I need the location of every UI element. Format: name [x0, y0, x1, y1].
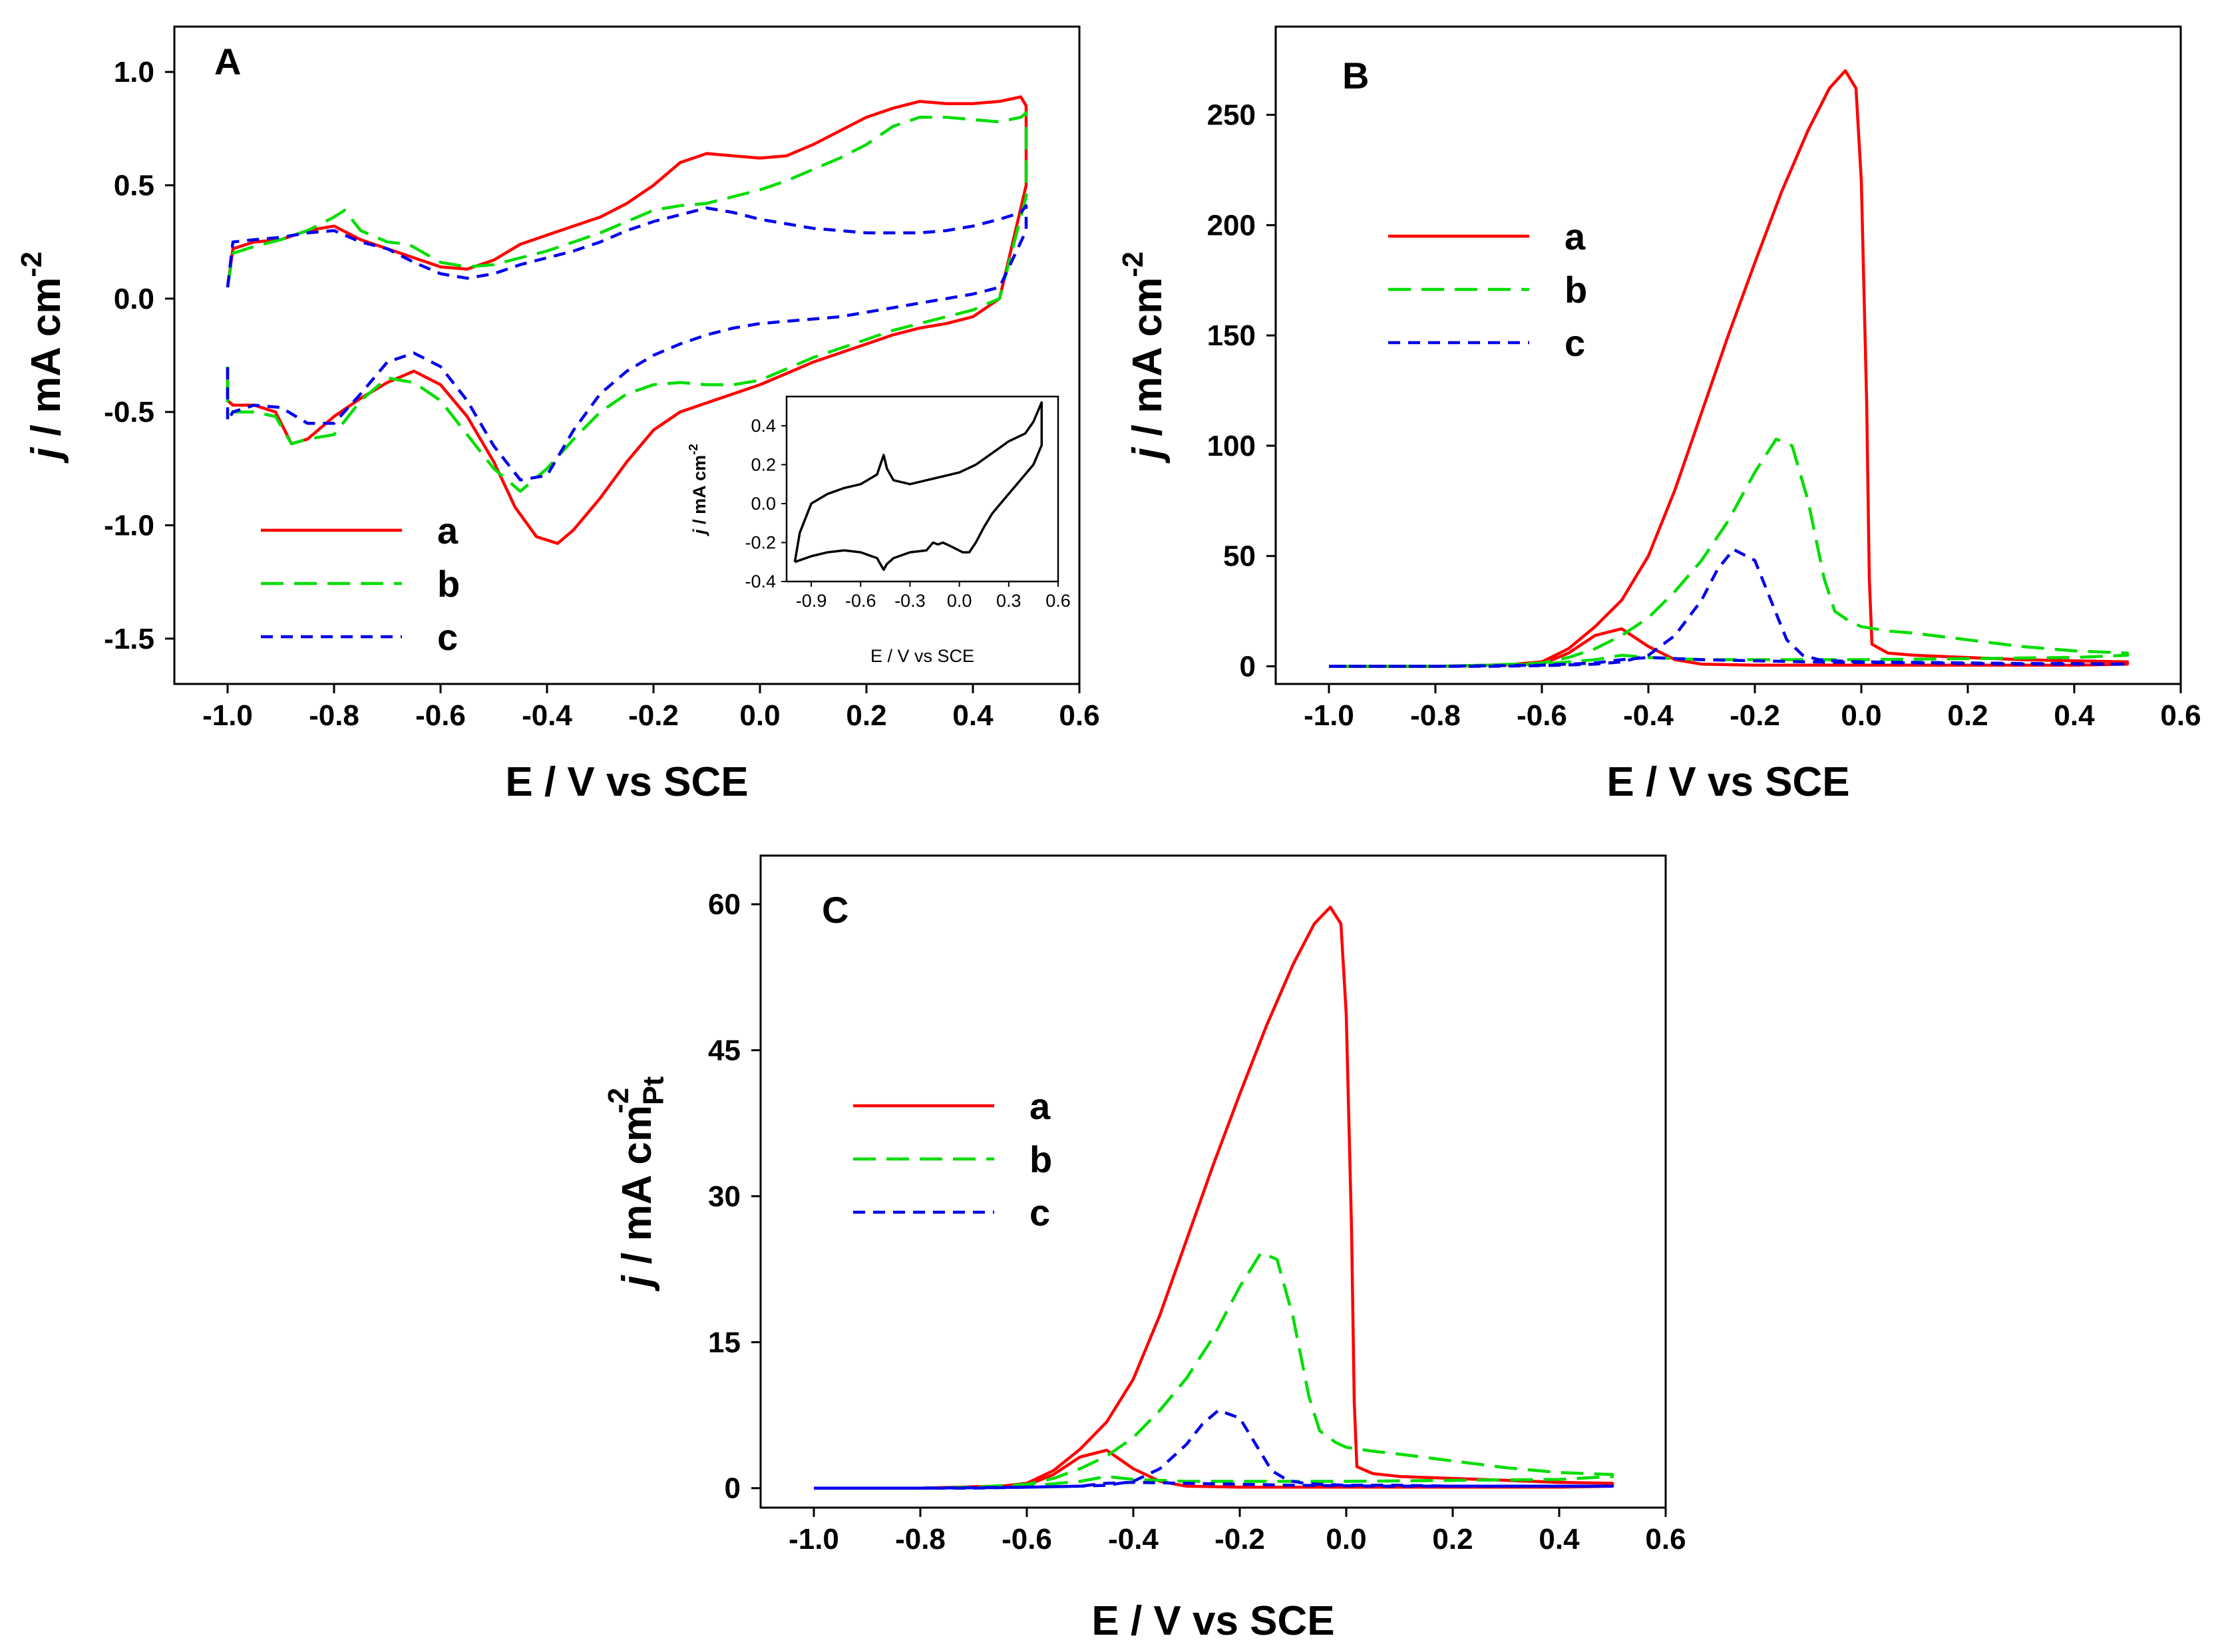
panel-a-inset-x-tick-label: 0.6	[1045, 591, 1071, 611]
panel-b-series-a	[1329, 69, 2129, 668]
panel-c-series-b	[814, 1251, 1614, 1490]
panel-a-x-tick-label: -0.2	[628, 699, 679, 732]
panel-c-legend-label-a: a	[1029, 1085, 1051, 1127]
panel-a-inset-plot-frame	[785, 395, 1059, 583]
panel-c-x-tick-label: -0.6	[1002, 1523, 1052, 1556]
panel-a-inset-x-tick-label: -0.6	[845, 591, 876, 611]
panel-b-y-tick-label: 100	[1207, 430, 1256, 462]
panel-c-y-tick-label: 0	[725, 1472, 741, 1505]
panel-c-x-tick-label: 0.2	[1432, 1523, 1473, 1556]
panel-a-inset-x-tick-label: -0.3	[894, 591, 926, 611]
panel-a-y-tick-label: -0.5	[104, 396, 154, 428]
panel-a-inset-y-tick-label: -0.2	[745, 532, 776, 552]
panel-a-inset-x-axis-title: E / V vs SCE	[870, 646, 974, 666]
panel-b-y-tick-label: 50	[1223, 540, 1256, 573]
panel-a-inset-y-tick-label: 0.2	[751, 454, 776, 474]
panel-c-series-c	[814, 1408, 1614, 1490]
panel-b-series-c	[1329, 548, 2129, 668]
panel-c-x-tick-label: 0.0	[1326, 1523, 1366, 1556]
panel-b-legend: abc	[1388, 216, 1587, 364]
panel-a-y-tick-label: 0.0	[114, 283, 154, 315]
panel-a-y-tick-label: -1.5	[104, 623, 154, 655]
panel-c-x-tick-label: -0.2	[1214, 1523, 1265, 1556]
panel-b-y-tick-label: 250	[1207, 99, 1256, 132]
panel-a-x-tick-label: -0.8	[309, 699, 359, 732]
panel-a-legend-label-b: b	[437, 563, 460, 605]
panel-a-y-tick-label: 0.5	[114, 169, 154, 202]
panel-c: -1.0 -0.8 -0.6 -0.4 -0.2 0.0 0.2 0.4 0.6 0 15 30 45 6…	[603, 854, 1686, 1644]
panel-a-inset-y-tick-label: 0.4	[751, 416, 776, 436]
panel-a-inset: -0.9 -0.6 -0.3 0.0 0.3 0.6 -0.4 -0.2 0.0 0.2 0.4 E …	[687, 395, 1071, 666]
panel-a-x-tick-label: -1.0	[202, 699, 253, 732]
panel-a-inset-x-tick-label: -0.9	[796, 591, 827, 611]
panel-a-inset-y-tick-label: 0.0	[751, 494, 776, 514]
panel-a-x-tick-label: 0.2	[846, 699, 886, 732]
panel-a-legend-label-a: a	[437, 510, 459, 552]
panel-b-series-b	[1329, 437, 2129, 668]
panel-c-x-tick-label: -0.4	[1108, 1523, 1159, 1556]
panel-a-inset-y-tick-label: -0.4	[745, 572, 776, 591]
panel-b-y-tick-label: 200	[1207, 209, 1256, 242]
panel-c-plot-frame	[759, 854, 1667, 1509]
panel-b-plot-frame	[1274, 25, 2182, 685]
panel-b-y-axis-title: j / mA cm-2	[1117, 251, 1171, 464]
panel-b-legend-label-a: a	[1565, 216, 1586, 257]
panel-b-x-tick-label: -0.2	[1730, 699, 1780, 732]
panel-a-panel-label: A	[214, 41, 241, 83]
panel-b-x-axis-title: E / V vs SCE	[1606, 759, 1849, 805]
panel-b-y-tick-label: 150	[1207, 319, 1256, 352]
panel-c-x-tick-label: -1.0	[789, 1523, 839, 1556]
panel-c-y-tick-label: 60	[708, 888, 741, 921]
panel-b-x-tick-label: 0.4	[2054, 699, 2095, 732]
panel-b-legend-label-c: c	[1565, 322, 1585, 364]
panel-c-series-a	[814, 906, 1614, 1490]
panel-a-inset-x-tick-label: 0.0	[947, 591, 972, 611]
panel-c-x-tick-label: 0.6	[1645, 1523, 1686, 1556]
panel-c-y-axis-title: j / mA cmPt-2	[603, 1076, 670, 1292]
panel-c-x-tick-label: -0.8	[895, 1523, 946, 1556]
panel-a-y-axis-title: j / mA cm-2	[16, 251, 69, 464]
panel-b-x-tick-label: -1.0	[1304, 699, 1354, 732]
panel-b-y-tick-label: 0	[1240, 650, 1256, 683]
panel-c-y-tick-label: 45	[708, 1035, 741, 1067]
panel-a-plot-frame	[173, 25, 1081, 685]
panel-c-legend-label-c: c	[1029, 1192, 1050, 1234]
panel-a: -1.0 -0.8 -0.6 -0.4 -0.2 0.0 0.2 0.4 0.6 -1.5 -1.0…	[16, 25, 1100, 805]
panel-a-x-axis-title: E / V vs SCE	[505, 759, 748, 805]
panel-a-inset-x-tick-label: 0.3	[996, 591, 1021, 611]
panel-a-x-tick-label: 0.4	[952, 699, 994, 732]
panel-b-x-tick-label: 0.6	[2160, 699, 2201, 732]
panel-a-inset-series-inset	[793, 401, 1043, 572]
panel-b-x-tick-label: 0.0	[1841, 699, 1881, 732]
panel-b-x-tick-label: -0.4	[1623, 699, 1674, 732]
panel-a-inset-y-axis-title: j / mA cm-2	[687, 444, 709, 536]
panel-a-x-tick-label: -0.6	[415, 699, 466, 732]
panel-c-x-tick-label: 0.4	[1539, 1523, 1580, 1556]
panel-b-x-tick-label: 0.2	[1947, 699, 1988, 732]
panel-b: -1.0 -0.8 -0.6 -0.4 -0.2 0.0 0.2 0.4 0.6 0 50 100 15…	[1117, 25, 2201, 805]
panel-c-legend-label-b: b	[1029, 1138, 1052, 1180]
panel-c-legend: abc	[853, 1085, 1052, 1234]
panel-a-x-tick-label: -0.4	[522, 699, 572, 732]
panel-b-legend-label-b: b	[1565, 269, 1587, 311]
panel-a-legend: abc	[261, 510, 460, 658]
panel-c-y-tick-label: 15	[708, 1326, 741, 1359]
panel-a-x-tick-label: 0.6	[1059, 699, 1099, 732]
panel-c-y-tick-label: 30	[708, 1180, 741, 1213]
panel-b-x-tick-label: -0.6	[1517, 699, 1567, 732]
panel-a-y-tick-label: -1.0	[104, 510, 154, 542]
panel-b-x-tick-label: -0.8	[1410, 699, 1461, 732]
panel-b-panel-label: B	[1342, 55, 1369, 96]
panel-c-panel-label: C	[822, 889, 848, 931]
panel-a-y-tick-label: 1.0	[114, 56, 154, 88]
panel-a-legend-label-c: c	[437, 616, 458, 658]
panel-a-x-tick-label: 0.0	[739, 699, 780, 732]
panel-a-series-c	[226, 204, 1028, 482]
panel-c-x-axis-title: E / V vs SCE	[1091, 1598, 1334, 1644]
